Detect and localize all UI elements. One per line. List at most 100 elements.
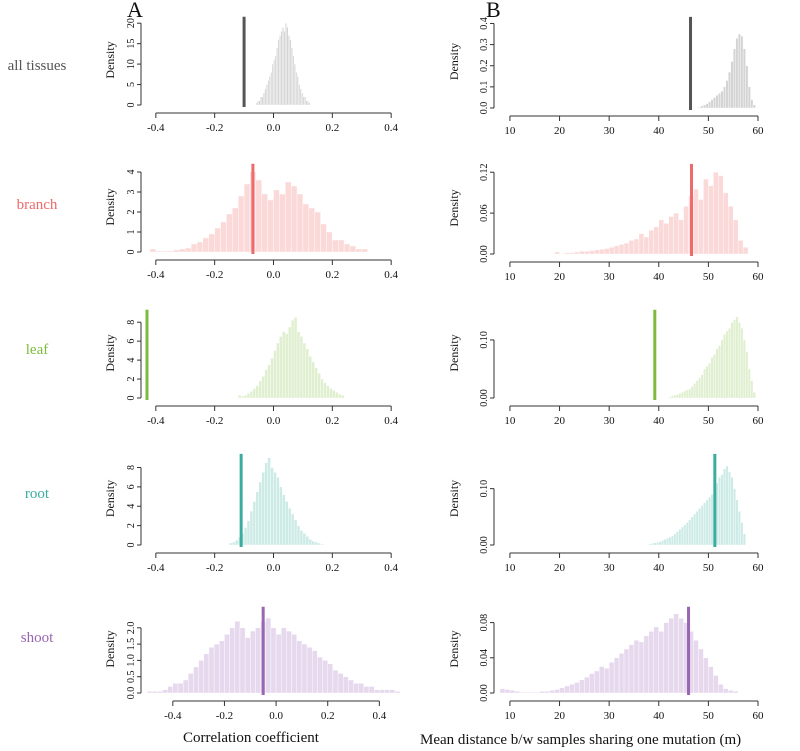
x-tick-label: 10 (504, 125, 516, 137)
histogram-bar (732, 219, 739, 255)
histogram-bar (579, 679, 585, 694)
histogram-bar (358, 683, 365, 694)
histogram-bar (220, 221, 227, 253)
y-tick-label: 0.2 (479, 59, 490, 72)
histogram-bar (633, 238, 640, 255)
histogram-bar (146, 691, 153, 694)
histogram-bar (742, 533, 746, 546)
histogram-bar (274, 55, 277, 106)
y-axis-label: Density (103, 41, 117, 78)
histogram-bar (290, 320, 295, 399)
histogram-bar (244, 637, 251, 694)
y-tick-label: 1.0 (126, 654, 137, 667)
histogram-bar (329, 388, 333, 399)
histogram-bar (257, 100, 259, 106)
x-tick-label: 60 (753, 562, 765, 574)
y-tick-label: 2.0 (126, 622, 137, 635)
histogram-bar (326, 231, 333, 253)
histogram-b-leaf: 10 20 30 40 50 60 0.00 0.10 Density (447, 309, 764, 427)
histogram-bar (688, 519, 692, 546)
histogram-bar (285, 22, 287, 106)
histogram-bar (708, 185, 714, 255)
histogram-bar (305, 536, 309, 546)
histogram-bar (296, 640, 303, 694)
histogram-bar (353, 683, 359, 694)
histogram-bar (258, 380, 262, 399)
histogram-bar (678, 618, 684, 694)
histogram-bar (720, 474, 724, 546)
histogram-bar (270, 358, 274, 399)
histogram-bar (564, 685, 570, 694)
histogram-bar (301, 92, 304, 106)
histogram-bar (246, 393, 251, 399)
histogram-bar (742, 339, 746, 399)
histogram-bar (718, 684, 724, 694)
histogram-bar (193, 666, 199, 694)
histogram-bar (698, 508, 702, 546)
histogram-bar (663, 539, 667, 546)
histogram-bar (240, 395, 245, 399)
histogram-bar (683, 390, 687, 399)
histogram-bar (265, 617, 272, 694)
histogram-bar (384, 689, 390, 694)
histogram-bar (291, 634, 297, 694)
y-tick-label: 0.04 (479, 649, 490, 667)
histogram-bar (237, 195, 245, 253)
histogram-bar (718, 345, 721, 399)
histogram-bar (332, 669, 339, 694)
histogram-bar (638, 233, 645, 255)
histogram-bar (234, 621, 241, 694)
histogram-bar (730, 322, 734, 399)
histogram-bar (161, 250, 168, 253)
histogram-bar (723, 468, 726, 546)
histogram-bar (735, 316, 739, 399)
histogram-bar (338, 239, 345, 253)
histogram-bar (261, 193, 268, 253)
histogram-bar (698, 377, 702, 399)
y-tick-label: 1 (126, 230, 137, 235)
histogram-bar (658, 631, 664, 694)
histogram-bar (574, 251, 580, 255)
histogram-bar (299, 88, 302, 106)
x-tick-label: 30 (604, 415, 616, 427)
y-tick-label: 4 (126, 170, 137, 175)
histogram-bar (584, 676, 590, 694)
y-tick-label: 0.0 (479, 102, 490, 115)
x-tick-label: 20 (554, 125, 566, 137)
histogram-bar (668, 396, 672, 399)
histogram-bar (308, 538, 312, 546)
histogram-bar (279, 35, 282, 106)
histogram-bar (302, 203, 310, 253)
histogram-bar (288, 35, 290, 106)
histogram-bar (261, 96, 264, 106)
histogram-bar (670, 395, 674, 399)
histogram-bar (308, 356, 312, 399)
x-tick-label: 0.0 (267, 269, 281, 281)
histogram-bar (574, 682, 580, 694)
histogram-bar (539, 691, 545, 694)
histogram-bar (243, 183, 251, 253)
histogram-bar (599, 249, 605, 255)
histogram-bar (219, 640, 225, 694)
histogram-bar (663, 622, 669, 694)
histogram-bar (349, 245, 357, 253)
histogram-bar (198, 660, 204, 694)
x-axis-label-right: Mean distance b/w samples sharing one mu… (420, 732, 742, 748)
histogram-bar (747, 86, 751, 109)
x-tick-label: 50 (703, 271, 715, 283)
histogram-bar (314, 367, 318, 399)
histogram-bar (250, 630, 256, 694)
histogram-bar (252, 501, 257, 546)
histogram-bar (745, 351, 749, 399)
histogram-b-shoot: 10 20 30 40 50 60 0.00 0.04 0.08 Density (447, 606, 764, 722)
row-label-leaf: leaf (25, 342, 49, 358)
histogram-bar (661, 540, 664, 546)
histogram-bar (243, 394, 248, 399)
histogram-bar (255, 102, 258, 106)
histogram-bar (252, 388, 257, 399)
histogram-bar (737, 510, 741, 546)
histogram-bar (703, 368, 707, 399)
histogram-bar (306, 647, 313, 694)
histogram-bar (314, 541, 318, 546)
y-tick-label: 0.0 (126, 687, 137, 700)
